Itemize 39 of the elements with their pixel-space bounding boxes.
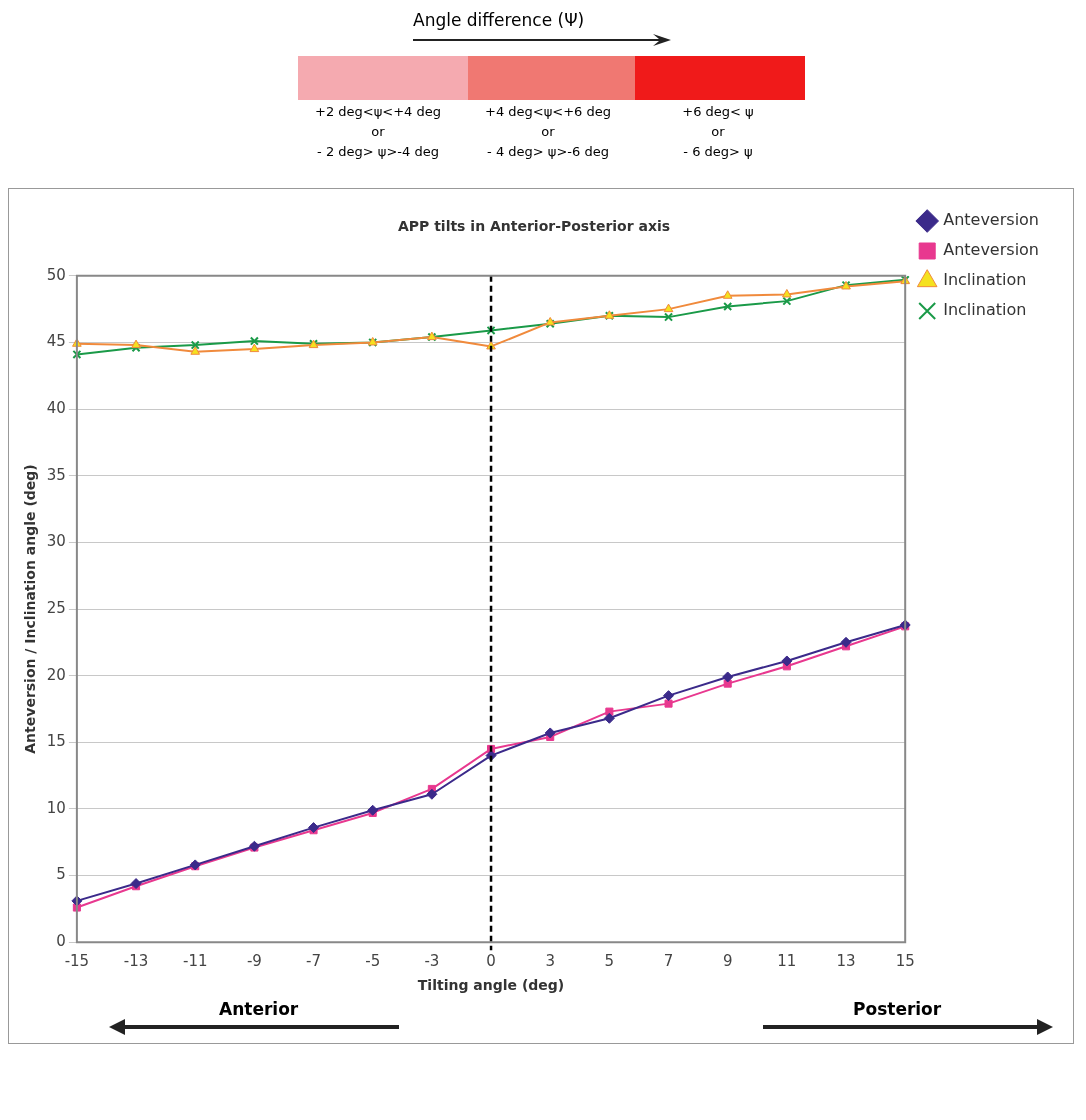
text: +2 deg<ψ<+4 deg or - 2 deg> ψ>-4 deg bbox=[314, 103, 442, 161]
text: Angle difference (Ψ) bbox=[413, 10, 585, 30]
legend-label: Anteversion bbox=[943, 240, 1040, 260]
y-tick-label: 10 bbox=[46, 798, 66, 817]
x-tick-label: 0 bbox=[486, 952, 496, 971]
x-tick-label: -3 bbox=[424, 952, 440, 971]
text: Posterior bbox=[852, 999, 943, 1019]
x-tick-label: 7 bbox=[663, 952, 674, 971]
y-tick-label: 50 bbox=[46, 265, 66, 284]
legend-label: Inclination bbox=[943, 300, 1027, 320]
y-tick-label: 0 bbox=[56, 932, 66, 951]
y-tick-label: 25 bbox=[46, 598, 66, 617]
chart-title: APP tilts in Anterior-Posterior axis bbox=[397, 218, 671, 235]
y-tick-label: 20 bbox=[46, 665, 66, 684]
x-tick-label: -5 bbox=[365, 952, 381, 971]
x-tick-label: 9 bbox=[722, 952, 733, 971]
x-tick-label: -13 bbox=[123, 952, 149, 971]
y-tick-label: 35 bbox=[46, 465, 66, 484]
y-tick-label: 15 bbox=[46, 732, 66, 751]
y-tick-label: 30 bbox=[46, 532, 66, 551]
x-axis-title: Tilting angle (deg) bbox=[417, 977, 565, 994]
text: +6 deg< ψ or - 6 deg> ψ bbox=[681, 103, 755, 161]
x-tick-label: -15 bbox=[64, 952, 90, 971]
y-axis-title: Anteversion / Inclination angle (deg) bbox=[22, 464, 39, 754]
x-tick-label: 13 bbox=[836, 952, 856, 971]
y-tick-label: 40 bbox=[46, 398, 66, 417]
x-tick-label: -7 bbox=[306, 952, 322, 971]
y-tick-label: 5 bbox=[56, 865, 66, 884]
x-tick-label: 5 bbox=[604, 952, 615, 971]
y-tick-label: 45 bbox=[46, 332, 66, 351]
x-tick-label: 15 bbox=[895, 952, 915, 971]
text: +4 deg<ψ<+6 deg or - 4 deg> ψ>-6 deg bbox=[484, 103, 612, 161]
legend-label: Inclination bbox=[943, 270, 1027, 290]
legend-label: Anteversion bbox=[943, 210, 1040, 230]
x-tick-label: 3 bbox=[545, 952, 555, 971]
x-tick-label: -9 bbox=[246, 952, 262, 971]
x-tick-label: 11 bbox=[777, 952, 797, 971]
text: Anterior bbox=[218, 999, 300, 1019]
x-tick-label: -11 bbox=[182, 952, 208, 971]
